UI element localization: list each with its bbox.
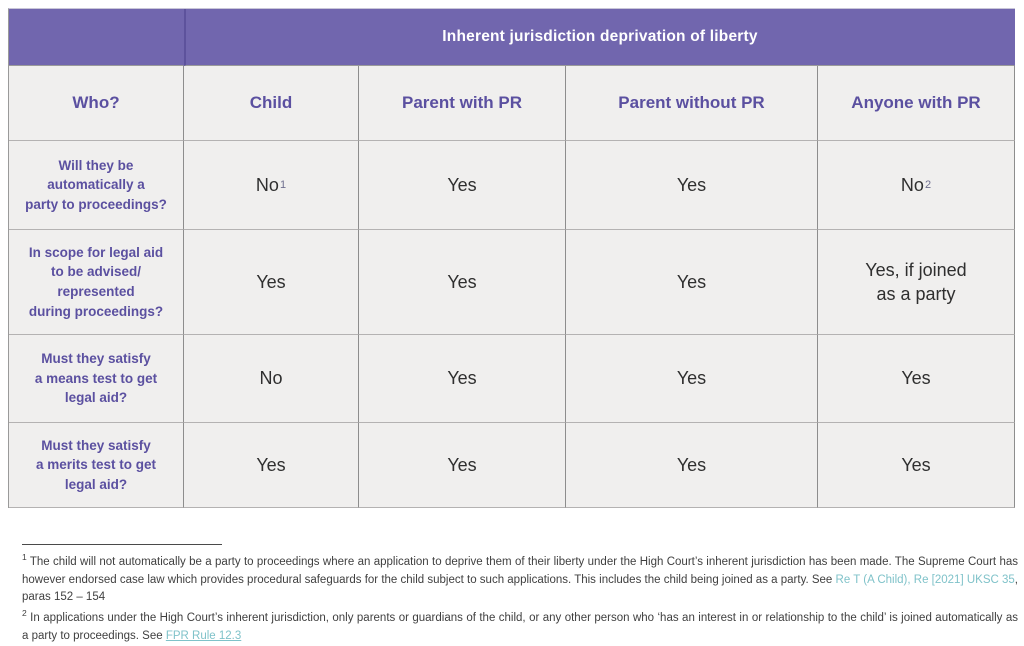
row-question-4: Must they satisfy a merits test to get l… (9, 423, 184, 508)
footnote-1: 1 The child will not automatically be a … (22, 552, 1018, 604)
answer-cell-r4-c3: Yes (566, 423, 818, 508)
footnote-number: 2 (22, 608, 27, 619)
corner-header-who: Who? (9, 66, 184, 141)
answer-cell-r4-c1: Yes (184, 423, 359, 508)
answer-cell-r3-c2: Yes (359, 335, 566, 423)
answer-cell-r4-c4: Yes (818, 423, 1015, 508)
answer-cell-r2-c3: Yes (566, 230, 818, 335)
table-title: Inherent jurisdiction deprivation of lib… (184, 9, 1015, 66)
column-header-4: Anyone with PR (818, 66, 1015, 141)
answer-cell-r1-c3: Yes (566, 141, 818, 230)
answer-cell-r3-c1: No (184, 335, 359, 423)
column-header-2: Parent with PR (359, 66, 566, 141)
answer-cell-r4-c2: Yes (359, 423, 566, 508)
answer-cell-r2-c4: Yes, if joined as a party (818, 230, 1015, 335)
answer-cell-r2-c2: Yes (359, 230, 566, 335)
answer-cell-r1-c4: No 2 (818, 141, 1015, 230)
footnote-separator (22, 544, 222, 545)
footnote-2: 2 In applications under the High Court’s… (22, 608, 1018, 642)
footnote-list: 1 The child will not automatically be a … (22, 551, 1018, 646)
row-question-1: Will they be automatically a party to pr… (9, 141, 184, 230)
column-header-3: Parent without PR (566, 66, 818, 141)
row-question-2: In scope for legal aid to be advised/ re… (9, 230, 184, 335)
fpr-rule-link[interactable]: FPR Rule 12.3 (165, 629, 242, 642)
band-corner (9, 9, 184, 66)
case-law-link[interactable]: Re T (A Child), Re [2021] UKSC 35 (835, 573, 1015, 586)
liberty-table: Inherent jurisdiction deprivation of lib… (8, 8, 1015, 508)
answer-cell-r1-c2: Yes (359, 141, 566, 230)
answer-cell-r1-c1: No 1 (184, 141, 359, 230)
footnotes-section: 1 The child will not automatically be a … (22, 544, 1018, 646)
footnote-number: 1 (22, 552, 27, 562)
footnote-marker-2: 2 (924, 178, 932, 191)
answer-cell-r3-c3: Yes (566, 335, 818, 423)
footnote-marker-1: 1 (279, 178, 287, 191)
row-question-3: Must they satisfy a means test to get le… (9, 335, 184, 423)
answer-cell-r3-c4: Yes (818, 335, 1015, 423)
answer-cell-r2-c1: Yes (184, 230, 359, 335)
column-header-1: Child (184, 66, 359, 141)
